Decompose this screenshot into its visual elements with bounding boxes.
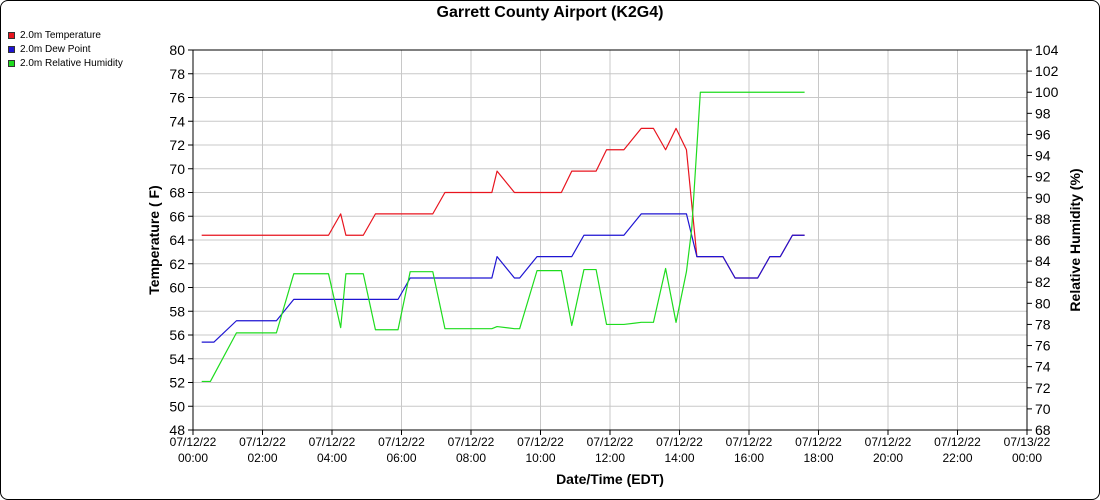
right-tick-label: 82 bbox=[1035, 274, 1051, 290]
x-tick-time-label: 00:00 bbox=[1012, 451, 1042, 465]
left-tick-label: 56 bbox=[169, 327, 185, 343]
right-tick-label: 70 bbox=[1035, 401, 1051, 417]
series-line-2-0m-dew-point bbox=[201, 213, 805, 343]
left-axis-ticks: 48 50 52 54 56 58 60 62 64 66 68 70 72 74 76 78 80 bbox=[169, 42, 193, 438]
left-tick-label: 50 bbox=[169, 398, 185, 414]
right-tick-label: 92 bbox=[1035, 169, 1051, 185]
x-tick-date-label: 07/12/22 bbox=[378, 435, 425, 449]
left-tick-label: 64 bbox=[169, 232, 185, 248]
right-tick-label: 76 bbox=[1035, 338, 1051, 354]
x-tick-time-label: 12:00 bbox=[595, 451, 625, 465]
x-axis-ticks: 07/12/22 00:00 07/12/22 02:00 07/12/22 04:00 0… bbox=[170, 430, 1051, 465]
right-tick-label: 84 bbox=[1035, 253, 1051, 269]
x-tick-time-label: 20:00 bbox=[873, 451, 903, 465]
left-tick-label: 62 bbox=[169, 256, 185, 272]
x-tick-date-label: 07/12/22 bbox=[934, 435, 981, 449]
left-tick-label: 58 bbox=[169, 303, 185, 319]
left-tick-label: 54 bbox=[169, 351, 185, 367]
legend-entry-temperature: 2.0m Temperature bbox=[8, 28, 123, 42]
right-tick-label: 74 bbox=[1035, 359, 1051, 375]
x-tick-date-label: 07/12/22 bbox=[656, 435, 703, 449]
x-tick-date-label: 07/12/22 bbox=[239, 435, 286, 449]
left-tick-label: 52 bbox=[169, 375, 185, 391]
right-axis-ticks: 68 70 72 74 76 78 80 82 84 86 88 90 92 94 96 98 100 102 10… bbox=[1027, 42, 1059, 438]
x-tick-time-label: 06:00 bbox=[386, 451, 416, 465]
x-tick-time-label: 04:00 bbox=[317, 451, 347, 465]
x-tick-time-label: 22:00 bbox=[942, 451, 972, 465]
legend: 2.0m Temperature 2.0m Dew Point 2.0m Rel… bbox=[8, 28, 123, 70]
left-tick-label: 68 bbox=[169, 185, 185, 201]
left-tick-label: 78 bbox=[169, 66, 185, 82]
x-tick-time-label: 10:00 bbox=[525, 451, 555, 465]
legend-entry-dew-point: 2.0m Dew Point bbox=[8, 42, 123, 56]
x-tick-date-label: 07/12/22 bbox=[309, 435, 356, 449]
y-axis-right-label: Relative Humidity (%) bbox=[1067, 168, 1083, 311]
left-tick-label: 80 bbox=[169, 42, 185, 58]
right-tick-label: 78 bbox=[1035, 316, 1051, 332]
right-tick-label: 96 bbox=[1035, 126, 1051, 142]
right-tick-label: 68 bbox=[1035, 422, 1051, 438]
series-lines bbox=[201, 91, 805, 383]
right-tick-label: 88 bbox=[1035, 211, 1051, 227]
x-tick-date-label: 07/12/22 bbox=[448, 435, 495, 449]
right-tick-label: 104 bbox=[1035, 42, 1059, 58]
legend-label-dew-point: 2.0m Dew Point bbox=[20, 43, 91, 55]
x-tick-time-label: 08:00 bbox=[456, 451, 486, 465]
legend-label-temperature: 2.0m Temperature bbox=[20, 29, 101, 41]
series-line-2-0m-temperature bbox=[201, 127, 805, 279]
x-tick-date-label: 07/12/22 bbox=[170, 435, 217, 449]
x-tick-time-label: 02:00 bbox=[247, 451, 277, 465]
legend-swatch-dew-point bbox=[8, 45, 15, 53]
x-axis-label: Date/Time (EDT) bbox=[556, 471, 664, 487]
x-tick-date-label: 07/12/22 bbox=[517, 435, 564, 449]
x-tick-date-label: 07/12/22 bbox=[795, 435, 842, 449]
right-tick-label: 72 bbox=[1035, 380, 1051, 396]
x-tick-time-label: 14:00 bbox=[664, 451, 694, 465]
x-tick-date-label: 07/12/22 bbox=[865, 435, 912, 449]
x-tick-time-label: 16:00 bbox=[734, 451, 764, 465]
x-tick-time-label: 18:00 bbox=[803, 451, 833, 465]
right-tick-label: 100 bbox=[1035, 84, 1059, 100]
left-tick-label: 74 bbox=[169, 113, 185, 129]
right-tick-label: 90 bbox=[1035, 190, 1051, 206]
series-line-2-0m-relative-humidity bbox=[201, 91, 805, 383]
right-tick-label: 80 bbox=[1035, 295, 1051, 311]
grid-lines bbox=[192, 49, 1028, 431]
left-tick-label: 70 bbox=[169, 161, 185, 177]
legend-swatch-temperature bbox=[8, 31, 15, 39]
x-tick-date-label: 07/13/22 bbox=[1004, 435, 1051, 449]
left-tick-label: 76 bbox=[169, 90, 185, 106]
right-tick-label: 102 bbox=[1035, 63, 1059, 79]
left-tick-label: 72 bbox=[169, 137, 185, 153]
left-tick-label: 48 bbox=[169, 422, 185, 438]
right-tick-label: 94 bbox=[1035, 148, 1051, 164]
right-tick-label: 98 bbox=[1035, 105, 1051, 121]
legend-label-relative-humidity: 2.0m Relative Humidity bbox=[20, 57, 123, 69]
legend-swatch-relative-humidity bbox=[8, 59, 15, 67]
y-axis-left-label: Temperature ( F) bbox=[146, 185, 162, 294]
right-tick-label: 86 bbox=[1035, 232, 1051, 248]
legend-entry-relative-humidity: 2.0m Relative Humidity bbox=[8, 56, 123, 70]
x-tick-time-label: 00:00 bbox=[178, 451, 208, 465]
x-tick-date-label: 07/12/22 bbox=[726, 435, 773, 449]
x-tick-date-label: 07/12/22 bbox=[587, 435, 634, 449]
chart-title: Garrett County Airport (K2G4) bbox=[436, 4, 664, 21]
left-tick-label: 66 bbox=[169, 208, 185, 224]
left-tick-label: 60 bbox=[169, 280, 185, 296]
